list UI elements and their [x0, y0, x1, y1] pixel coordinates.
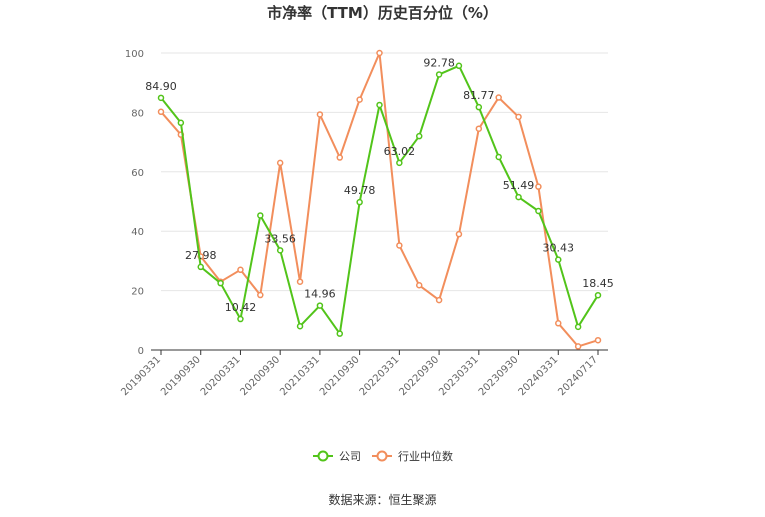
data-label: 33.56 — [264, 232, 296, 245]
legend-label-0[interactable]: 公司 — [339, 450, 361, 463]
data-point-0 — [276, 247, 284, 254]
data-point-0 — [515, 193, 522, 201]
data-point-1 — [336, 154, 344, 161]
x-axis-ticks: 2019033120190930202003312020093020210331… — [119, 350, 600, 398]
y-tick-label: 20 — [131, 287, 144, 298]
y-tick-label: 0 — [138, 346, 144, 357]
data-point-1 — [237, 266, 244, 274]
data-point-0 — [257, 212, 264, 219]
data-label: 92.78 — [423, 56, 455, 69]
data-point-1 — [574, 343, 582, 350]
data-point-1 — [555, 320, 562, 327]
x-tick-label: 20200331 — [199, 354, 243, 398]
data-point-0 — [435, 71, 443, 78]
x-tick-label: 20220331 — [358, 354, 402, 398]
chart-title: 市净率（TTM）历史百分位（%） — [267, 4, 498, 22]
series-layer — [157, 49, 602, 350]
x-tick-label: 20230331 — [437, 354, 481, 398]
data-label: 10.42 — [225, 301, 257, 314]
data-point-0 — [316, 302, 324, 309]
data-point-1 — [276, 159, 284, 167]
x-tick-label: 20210331 — [278, 354, 322, 398]
x-tick-label: 20190331 — [119, 354, 163, 398]
data-point-1 — [415, 282, 423, 289]
data-labels: 84.90 27.98 10.42 33.56 14.96 49.78 63.02 92.78… — [145, 56, 614, 314]
data-point-0 — [535, 207, 542, 215]
y-axis-ticks: 0 20 40 60 80 100 — [125, 49, 144, 357]
data-point-0 — [336, 330, 344, 337]
y-tick-label: 80 — [131, 108, 144, 119]
data-point-1 — [376, 49, 383, 57]
data-point-0 — [475, 103, 483, 111]
data-point-0 — [555, 256, 562, 263]
data-point-0 — [296, 322, 304, 330]
data-label: 84.90 — [145, 80, 177, 93]
data-point-0 — [237, 315, 244, 323]
source-note: 数据来源：恒生聚源 — [328, 492, 436, 507]
legend-label-1[interactable]: 行业中位数 — [398, 449, 453, 463]
data-point-1 — [157, 108, 165, 116]
data-point-0 — [197, 263, 204, 271]
data-point-0 — [157, 94, 165, 102]
data-label: 51.49 — [503, 179, 535, 192]
data-point-1 — [316, 111, 324, 118]
data-point-1 — [535, 183, 542, 190]
data-point-0 — [574, 323, 582, 331]
y-tick-label: 100 — [125, 49, 144, 60]
x-tick-label: 20230930 — [477, 354, 521, 398]
y-tick-label: 60 — [131, 168, 144, 179]
x-tick-label: 20240717 — [556, 354, 600, 398]
data-point-0 — [594, 291, 602, 299]
x-tick-label: 20190930 — [159, 354, 203, 398]
data-point-0 — [177, 119, 185, 127]
data-label: 27.98 — [185, 249, 217, 262]
data-point-0 — [356, 198, 363, 206]
data-label: 49.78 — [344, 184, 376, 197]
data-point-1 — [435, 296, 443, 304]
x-tick-label: 20220930 — [397, 354, 441, 398]
x-tick-label: 20240331 — [517, 354, 561, 398]
data-point-1 — [257, 291, 264, 299]
data-point-0 — [415, 132, 423, 140]
data-point-0 — [495, 153, 502, 161]
legend[interactable]: 公司 行业中位数 — [313, 449, 453, 463]
data-label: 63.02 — [384, 145, 416, 158]
data-label: 18.45 — [582, 277, 614, 290]
data-point-1 — [594, 336, 602, 344]
x-tick-label: 20200930 — [239, 354, 283, 398]
data-label: 81.77 — [463, 89, 495, 102]
legend-marker-0[interactable] — [317, 450, 329, 462]
data-point-1 — [495, 94, 502, 101]
grid — [161, 52, 608, 292]
data-label: 30.43 — [543, 242, 575, 255]
data-point-1 — [356, 96, 363, 103]
data-point-0 — [217, 279, 224, 287]
data-point-1 — [515, 113, 522, 121]
data-point-0 — [455, 62, 463, 70]
data-point-0 — [396, 159, 403, 167]
data-point-1 — [475, 125, 483, 132]
data-point-1 — [396, 242, 403, 249]
y-tick-label: 40 — [131, 227, 144, 238]
legend-marker-1[interactable] — [376, 450, 388, 462]
data-point-1 — [296, 278, 304, 285]
data-point-0 — [376, 101, 383, 109]
data-label: 14.96 — [304, 288, 336, 301]
x-tick-label: 20210930 — [318, 354, 362, 398]
data-point-1 — [455, 230, 463, 238]
